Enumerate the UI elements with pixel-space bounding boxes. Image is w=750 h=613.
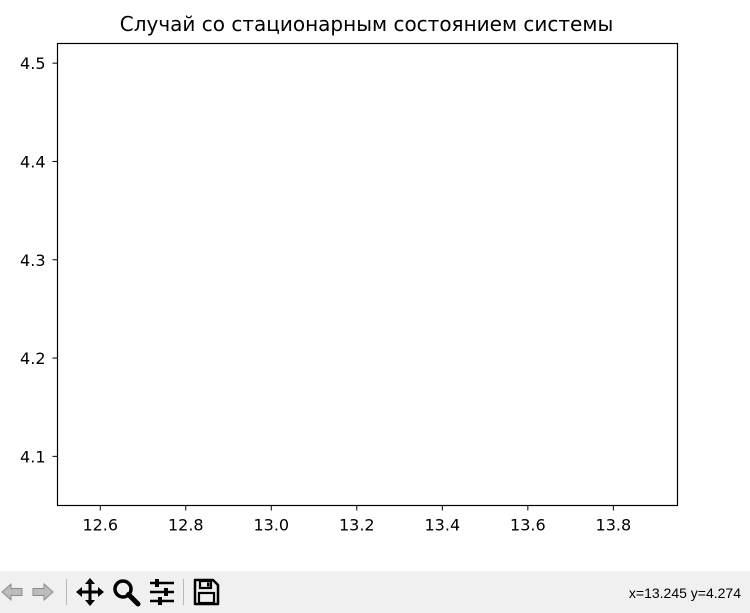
x-tick-label: 13.2 [339,516,375,535]
toolbar-separator [183,579,184,605]
x-tick-label: 13.6 [510,516,546,535]
arrow-left-icon [1,582,23,602]
figure-canvas[interactable]: Случай со стационарным состоянием систем… [0,0,750,571]
move-icon [76,578,104,606]
configure-subplots-button[interactable] [146,577,178,607]
y-tick-label: 4.4 [20,152,45,171]
x-tick-label: 12.6 [82,516,118,535]
navigation-toolbar: x=13.245 y=4.274 [0,571,750,613]
floppy-disk-icon [193,578,220,606]
y-tick-label: 4.2 [20,349,45,368]
zoom-button[interactable] [110,577,142,607]
cursor-coordinates: x=13.245 y=4.274 [628,585,741,601]
sliders-icon [150,579,174,605]
forward-button[interactable] [30,577,56,607]
axes[interactable]: 12.6 12.8 13.0 13.2 13.4 13.6 13.8 4.14.24.34.… [0,0,750,571]
save-button[interactable] [190,577,222,607]
x-tick-label: 13.0 [253,516,289,535]
x-axis: 12.6 12.8 13.0 13.2 13.4 13.6 13.8 [82,505,632,535]
toolbar-separator [66,579,67,605]
y-tick-label: 4.1 [20,447,45,466]
pan-button[interactable] [74,577,106,607]
y-axis: 4.1 4.2 4.3 4.4 4.5 [20,54,58,466]
back-button[interactable] [0,577,24,607]
x-tick-label: 13.8 [596,516,632,535]
y-tick-label: 4.3 [20,251,45,270]
plot-title: Случай со стационарным состоянием систем… [119,12,614,36]
x-tick-label: 13.4 [425,516,461,535]
x-tick-label: 12.8 [168,516,204,535]
arrow-right-icon [32,582,54,602]
axes-frame [56,42,679,507]
magnifier-icon [113,579,141,607]
y-tick-label: 4.5 [20,54,45,73]
